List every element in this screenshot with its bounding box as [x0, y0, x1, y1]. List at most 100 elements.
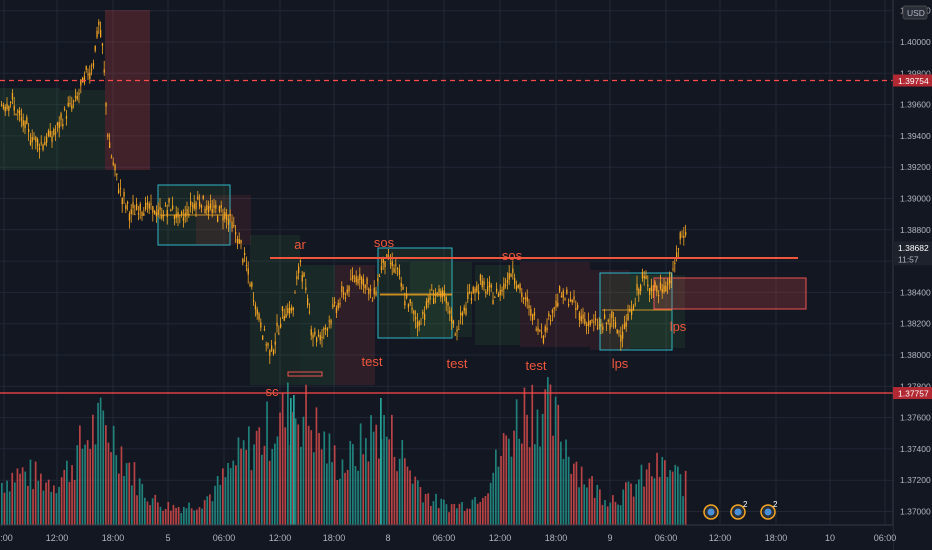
candle-body [537, 327, 539, 332]
volume-bar [250, 470, 253, 525]
volume-bar [219, 485, 222, 525]
volume-bar [461, 502, 463, 525]
volume-bar [84, 444, 86, 525]
volume-bar [224, 477, 227, 525]
volume-bar [458, 503, 461, 525]
volume-bar [323, 431, 326, 525]
volume-bar [580, 466, 583, 525]
candle-body [530, 309, 532, 316]
candle-body [33, 138, 35, 140]
candle-body [94, 45, 96, 51]
candle-body [274, 341, 276, 345]
price-level-label: 1.39754 [898, 76, 929, 86]
candle-body [598, 324, 600, 326]
candle-body [294, 292, 296, 294]
volume-bar [190, 508, 193, 525]
event-badge-count: 2 [773, 500, 778, 509]
candle-body [191, 205, 194, 207]
candle-body [55, 132, 57, 134]
candle-body [26, 117, 28, 124]
volume-bar [261, 454, 263, 525]
candle-body [1, 104, 3, 106]
candle-body [397, 268, 399, 270]
volume-bar [679, 474, 682, 525]
candle-body [249, 284, 251, 287]
candle-body [445, 296, 447, 304]
candle-body [377, 278, 379, 282]
candle-body [166, 210, 168, 217]
candle-body [632, 305, 635, 310]
candle-body [535, 329, 537, 331]
candle-body [28, 129, 30, 133]
volume-bar [557, 404, 560, 525]
candle-body [285, 314, 287, 318]
candle-body [71, 104, 73, 110]
volume-bar [619, 505, 622, 525]
candle-body [595, 318, 597, 321]
zone-box [105, 10, 150, 170]
candle-body [303, 272, 305, 277]
candle-body [481, 280, 483, 288]
candle-body [443, 291, 446, 297]
volume-bar [669, 470, 671, 525]
volume-bar [66, 460, 68, 525]
volume-bar [73, 479, 76, 525]
price-tick-label: 1.37000 [900, 507, 931, 517]
candle-body [600, 324, 602, 327]
annotation-sos: sos [502, 248, 523, 263]
candle-body [213, 205, 215, 208]
candle-body [503, 283, 505, 290]
candle-body [571, 299, 573, 303]
volume-bar [463, 511, 466, 525]
volume-bar [188, 502, 190, 525]
countdown-label: 11:57 [898, 254, 919, 264]
candle-body [179, 214, 181, 216]
candle-body [195, 202, 197, 210]
candle-body [4, 106, 6, 112]
candle-body [557, 302, 559, 307]
volume-bar [526, 414, 528, 525]
zone-box [300, 265, 335, 385]
candle-body [296, 276, 298, 280]
volume-bar [146, 501, 149, 525]
candle-body [65, 116, 68, 119]
candle-body [127, 201, 129, 204]
candle-body [544, 326, 546, 332]
volume-bar [162, 510, 164, 525]
time-tick-label: 5 [165, 533, 170, 543]
candle-body [681, 236, 683, 238]
candle-body [415, 317, 417, 320]
volume-bar [630, 483, 632, 525]
candle-body [114, 164, 116, 171]
volume-bar [255, 430, 258, 525]
volume-bar [310, 430, 313, 525]
volume-bar [274, 443, 276, 525]
candle-body [200, 205, 203, 208]
candle-body [299, 260, 302, 263]
candle-body [451, 316, 453, 323]
volume-bar [144, 497, 146, 525]
candle-body [395, 264, 397, 266]
candle-body [330, 319, 332, 325]
volume-bar [645, 469, 648, 525]
candle-body [116, 173, 118, 175]
volume-bar [378, 458, 380, 525]
volume-bar [258, 427, 261, 525]
volume-bar [352, 444, 354, 525]
candle-body [155, 212, 158, 217]
volume-bar [237, 437, 240, 525]
candle-body [429, 296, 431, 300]
volume-bar [560, 441, 562, 525]
volume-bar [544, 389, 547, 525]
candle-body [146, 202, 149, 205]
candle-body [20, 117, 23, 121]
volume-bar [79, 425, 81, 525]
volume-bar [380, 398, 382, 525]
candle-body [658, 294, 660, 296]
candle-body [380, 266, 383, 271]
volume-bar [115, 455, 118, 525]
candle-body [337, 302, 339, 309]
volume-bar [565, 439, 567, 525]
candle-body [623, 323, 626, 329]
